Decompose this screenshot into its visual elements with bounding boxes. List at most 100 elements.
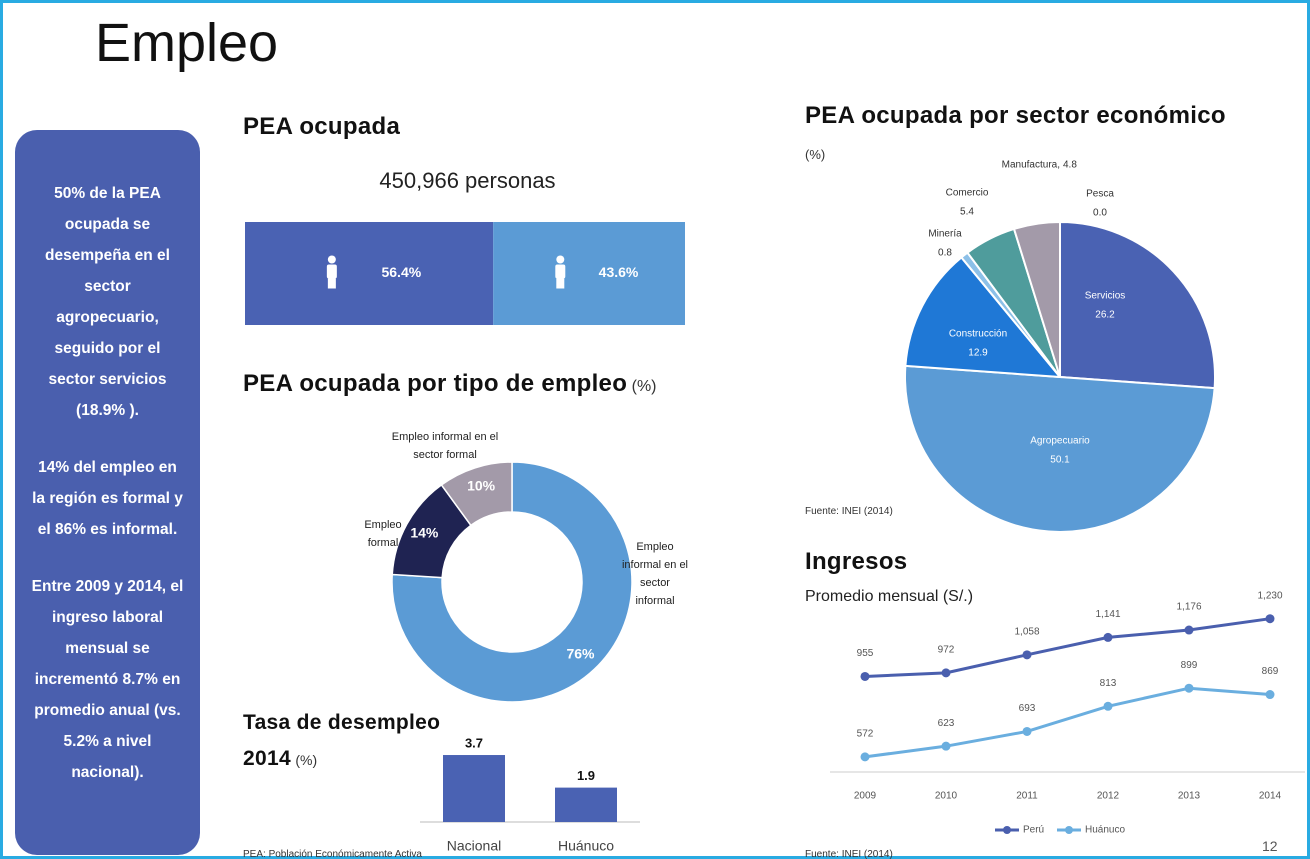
- data-label: 899: [1181, 660, 1198, 671]
- pie-slice: [1059, 220, 1216, 390]
- chart-heading: Tasa de desempleo 2014 (%): [243, 706, 443, 778]
- bar-segment: [245, 222, 494, 325]
- chart-title: PEA ocupada por sector económico: [805, 102, 1226, 129]
- series-point: [1103, 632, 1113, 642]
- chart-source: Fuente: INEI (2014): [805, 506, 893, 517]
- person-icon: [556, 255, 565, 264]
- category-label: Pesca: [1086, 189, 1114, 200]
- x-tick-label: 2011: [1016, 791, 1038, 802]
- data-label: 50.1: [1050, 455, 1070, 466]
- chart-unit: (%): [805, 147, 826, 162]
- legend-label: Huánuco: [1085, 825, 1125, 836]
- data-label: 76%: [566, 646, 595, 662]
- chart-subtitle: 450,966 personas: [379, 168, 556, 193]
- category-label: Construcción: [949, 329, 1007, 340]
- category-label: Servicios: [1085, 291, 1126, 302]
- x-tick-label: Huánuco: [558, 838, 614, 854]
- donut-slice: [391, 461, 633, 703]
- data-label: 1,058: [1014, 626, 1039, 637]
- data-label: 869: [1262, 666, 1279, 677]
- data-label: 14%: [410, 525, 439, 541]
- chart-title: PEA ocupada por tipo de empleo: [243, 370, 628, 397]
- category-label: Empleo informal en el sector informal: [621, 541, 689, 607]
- series-point: [1103, 701, 1113, 711]
- series-point: [941, 741, 951, 751]
- page-number: 12: [1262, 838, 1278, 854]
- category-label: Comercio: [946, 188, 989, 199]
- series-point: [860, 671, 870, 681]
- series-line: [864, 686, 1271, 759]
- data-label: 1,141: [1095, 609, 1120, 620]
- series-point: [1184, 683, 1194, 693]
- data-label: 0.0: [1093, 208, 1107, 219]
- x-tick-label: 2014: [1259, 791, 1282, 802]
- x-tick-label: Nacional: [447, 838, 501, 854]
- sidebar-text: 50% de la PEA ocupada se desempeña en el…: [45, 185, 170, 419]
- data-label: 3.7: [465, 735, 483, 750]
- bar: [555, 787, 617, 822]
- category-label: Manufactura,: [1002, 160, 1060, 171]
- category-label: Agropecuario: [1030, 436, 1090, 447]
- chart-source: Fuente: INEI (2014): [805, 849, 893, 859]
- chart-title: Ingresos: [805, 548, 908, 575]
- legend-marker: [1003, 826, 1011, 834]
- pie-slice: [904, 364, 1216, 533]
- legend-label: Perú: [1023, 825, 1044, 836]
- data-label: 4.8: [1063, 160, 1077, 171]
- data-label: 56.4%: [381, 264, 421, 280]
- data-label: 955: [857, 648, 874, 659]
- data-label: 1,230: [1257, 590, 1282, 601]
- person-icon: [556, 278, 565, 289]
- x-tick-label: 2009: [854, 791, 877, 802]
- series-point: [860, 752, 870, 762]
- person-icon: [327, 278, 336, 289]
- series-point: [1265, 690, 1275, 700]
- data-label: 12.9: [968, 348, 988, 359]
- chart-subtitle: Promedio mensual (S/.): [805, 588, 974, 605]
- bar-segment: [493, 222, 685, 325]
- sidebar-text: Entre 2009 y 2014, el ingreso laboral me…: [31, 578, 184, 781]
- category-label: Minería: [928, 229, 962, 240]
- pie-slice: [904, 256, 1063, 379]
- data-label: 0.8: [938, 248, 952, 259]
- footnote: PEA: Población Económicamente Activa: [243, 849, 422, 859]
- data-label: 693: [1019, 703, 1036, 714]
- chart-title: PEA ocupada: [243, 113, 401, 140]
- data-label: 26.2: [1095, 310, 1115, 321]
- sidebar: 50% de la PEA ocupada se desempeña en el…: [15, 130, 200, 855]
- data-label: 1,176: [1176, 602, 1201, 613]
- data-label: 5.4: [960, 207, 974, 218]
- series-point: [1022, 726, 1032, 736]
- x-tick-label: 2012: [1097, 791, 1120, 802]
- x-tick-label: 2010: [935, 791, 958, 802]
- bar: [443, 755, 505, 822]
- data-label: 572: [857, 729, 874, 740]
- donut-slice: [440, 461, 513, 527]
- chart-title: Tasa de desempleo 2014: [243, 711, 441, 770]
- data-label: 10%: [467, 478, 496, 494]
- data-label: 813: [1100, 678, 1117, 689]
- person-icon: [326, 264, 337, 279]
- chart-unit: (%): [295, 752, 318, 768]
- chart-heading: PEA ocupada por tipo de empleo (%): [243, 370, 657, 398]
- data-label: 623: [938, 718, 955, 729]
- chart-unit: (%): [631, 378, 657, 395]
- series-point: [1022, 650, 1032, 660]
- person-icon: [555, 264, 566, 279]
- data-label: 1.9: [577, 768, 595, 783]
- data-label: 972: [938, 645, 955, 656]
- slide-title: Empleo: [95, 13, 279, 73]
- category-label: Empleo informal en el sector formal: [391, 431, 499, 461]
- legend-marker: [1065, 826, 1073, 834]
- series-point: [1265, 614, 1275, 624]
- series-point: [941, 668, 951, 678]
- series-line: [864, 617, 1271, 678]
- series-point: [1184, 625, 1194, 635]
- x-tick-label: 2013: [1178, 791, 1201, 802]
- data-label: 43.6%: [599, 264, 639, 280]
- sidebar-text: 14% del empleo en la región es formal y …: [32, 459, 183, 538]
- category-label: Empleo formal: [364, 519, 402, 549]
